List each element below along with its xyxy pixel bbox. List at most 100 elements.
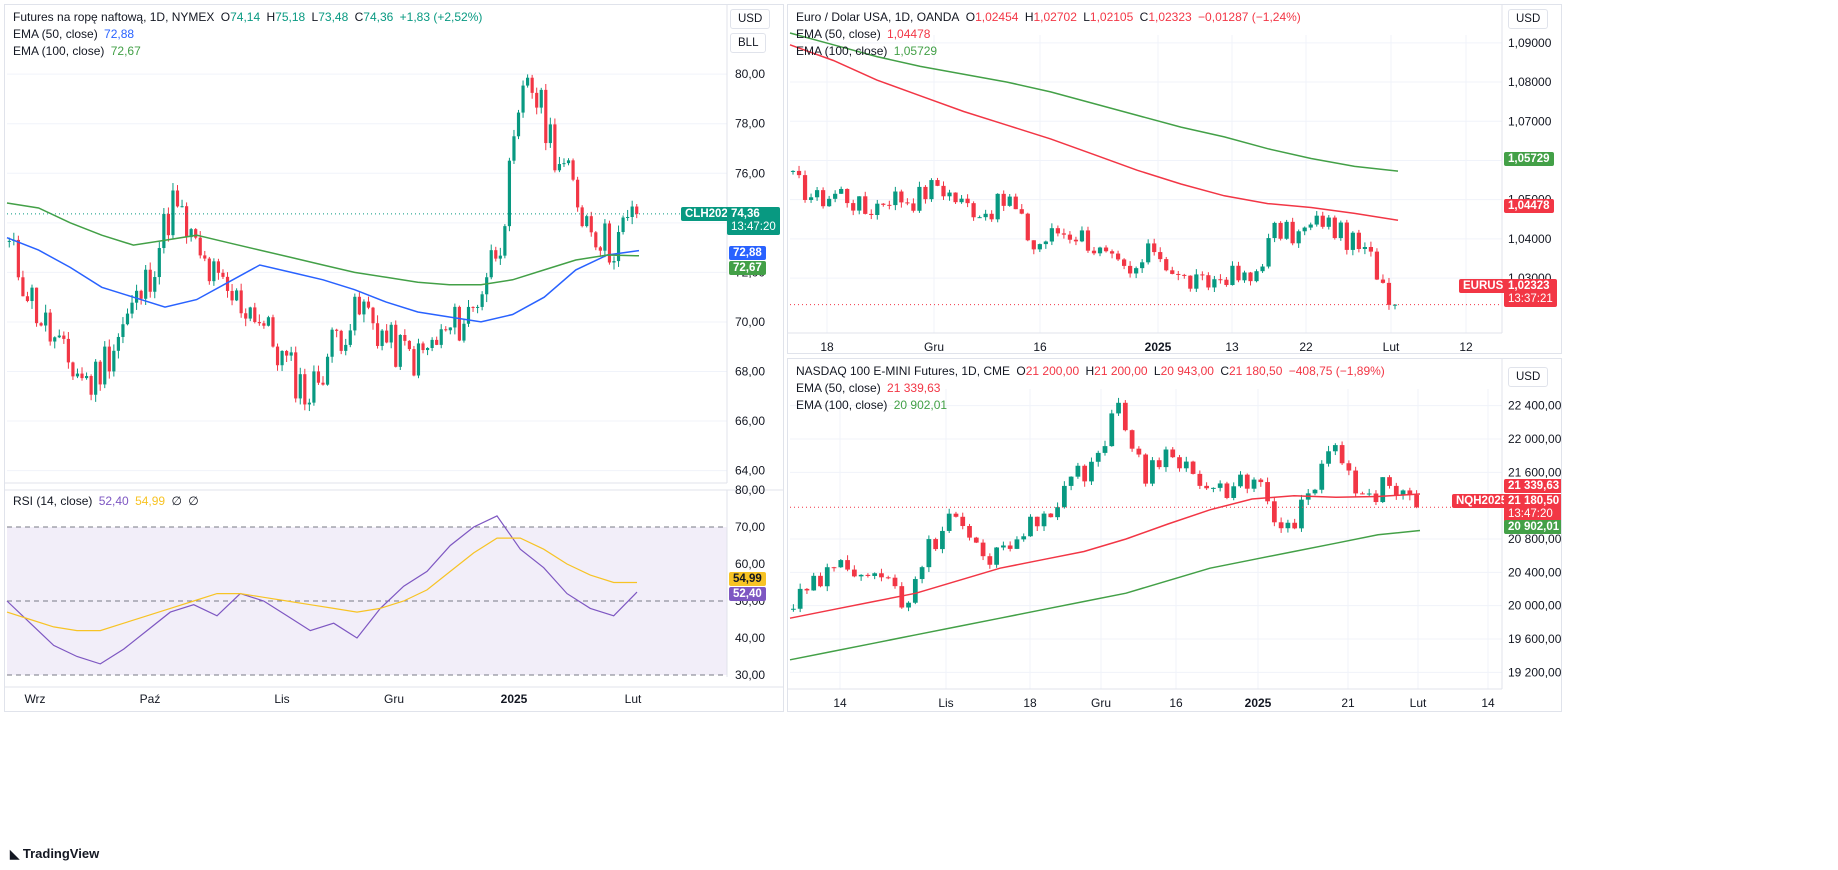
candle <box>207 258 211 282</box>
candle <box>548 124 552 144</box>
nasdaq-low-label: L <box>1153 364 1161 378</box>
eurusd-chart-canvas[interactable]: 1,090001,080001,070001,060001,050001,040… <box>788 5 1561 353</box>
candle <box>262 323 266 326</box>
eurusd-ema100-tag: 1,05729 <box>1504 152 1554 166</box>
oil-ema100-value: 72,67 <box>110 44 141 58</box>
candle <box>1116 402 1121 414</box>
candle <box>557 164 562 171</box>
eurusd-title: Euro / Dolar USA, 1D, OANDA <box>796 10 960 24</box>
y-tick-label: 1,07000 <box>1508 114 1552 128</box>
candle <box>189 229 193 238</box>
candle <box>1206 275 1211 288</box>
oil-chart-panel[interactable]: 80,0078,0076,0074,0072,0070,0068,0066,00… <box>4 4 784 712</box>
candle <box>1156 460 1162 468</box>
oil-countdown: 13:47:20 <box>731 221 776 233</box>
eurusd-legend: Euro / Dolar USA, 1D, OANDA O1,02454 H1,… <box>796 9 1304 60</box>
footer-brand[interactable]: ◣ TradingView <box>10 846 99 861</box>
nasdaq-chart-canvas[interactable]: 22 400,00 22 000,00 21 600,00 20 800,00 20 4… <box>788 359 1561 711</box>
nasdaq-ema100-line <box>789 529 1421 661</box>
candle <box>790 170 796 172</box>
candle <box>1251 479 1257 489</box>
candle <box>796 170 802 176</box>
y-tick-label: 22 400,00 <box>1508 399 1561 413</box>
nasdaq-currency-button[interactable]: USD <box>1508 367 1549 387</box>
oil-low: 73,48 <box>318 10 349 24</box>
candle <box>885 577 891 579</box>
x-tick-label: Lut <box>1383 340 1400 353</box>
oil-chart-canvas[interactable]: 80,0078,0076,0074,0072,0070,0068,0066,00… <box>5 5 783 711</box>
candle <box>1021 536 1027 540</box>
candle <box>1332 445 1338 452</box>
candle <box>1109 413 1115 447</box>
candle <box>439 329 443 345</box>
y-tick-label: 70,00 <box>735 315 765 329</box>
candle <box>612 261 616 263</box>
candle <box>1013 196 1018 210</box>
candle <box>1218 279 1223 281</box>
candle <box>121 324 125 337</box>
candle <box>471 306 475 308</box>
candle <box>1238 474 1243 487</box>
candle <box>1326 451 1331 464</box>
candle <box>339 330 343 351</box>
candle <box>1128 265 1133 274</box>
candle <box>1320 215 1325 227</box>
candle <box>75 373 80 377</box>
oil-rsi-ma-value: 54,99 <box>135 494 166 508</box>
candle <box>1085 230 1091 251</box>
candle <box>1136 448 1142 455</box>
eurusd-currency-button[interactable]: USD <box>1508 9 1549 29</box>
candle <box>1073 239 1079 242</box>
oil-rsi-extra1: ∅ <box>171 494 182 508</box>
candle <box>865 574 871 576</box>
candle <box>1095 452 1101 462</box>
rsi-ma-line <box>6 537 637 632</box>
y-tick-label: 19 600,00 <box>1508 632 1561 646</box>
nasdaq-chart-panel[interactable]: 22 400,00 22 000,00 21 600,00 20 800,00 20 4… <box>787 358 1562 712</box>
oil-ema100-tag: 72,67 <box>729 261 766 275</box>
nasdaq-open-label: O <box>1016 364 1026 378</box>
candle <box>1121 259 1127 266</box>
candle <box>887 204 892 206</box>
candle <box>171 190 175 236</box>
x-tick-label: 21 <box>1341 696 1355 710</box>
candle <box>462 323 466 341</box>
candle <box>1242 272 1247 281</box>
candle <box>371 307 375 324</box>
eurusd-chart-panel[interactable]: 1,090001,080001,070001,060001,050001,040… <box>787 4 1562 354</box>
candle <box>1285 522 1291 529</box>
candle <box>157 248 161 278</box>
candle <box>1362 246 1367 250</box>
candle <box>366 301 371 308</box>
candle <box>1188 275 1193 289</box>
x-tick-label: 18 <box>820 340 834 353</box>
candle <box>1007 545 1013 549</box>
candle <box>144 269 148 299</box>
tradingview-logo-icon: ◣ <box>10 847 20 861</box>
rsi-tick-label: 80,00 <box>735 483 765 497</box>
nasdaq-low: 20 943,00 <box>1160 364 1214 378</box>
candle <box>869 213 874 215</box>
candle <box>571 160 575 180</box>
candle <box>804 588 810 591</box>
rsi-tick-label: 60,00 <box>735 557 765 571</box>
oil-price-value: 74,36 <box>731 208 760 220</box>
rsi-tick-label: 30,00 <box>735 668 765 682</box>
candle <box>1061 485 1067 508</box>
candle <box>34 287 39 324</box>
candle <box>933 539 939 550</box>
candle <box>911 203 916 211</box>
candle <box>1312 489 1318 494</box>
rsi-line <box>6 515 638 665</box>
candle <box>175 190 180 207</box>
candle <box>1224 279 1229 286</box>
oil-price-tag: 74,36 13:47:20 <box>727 207 780 235</box>
candle <box>1001 193 1006 206</box>
oil-currency-button[interactable]: USD <box>730 9 771 29</box>
candle <box>893 191 898 206</box>
oil-unit-button[interactable]: BLL <box>730 33 767 53</box>
candle <box>544 89 548 144</box>
candle <box>280 350 284 366</box>
candle <box>375 323 380 346</box>
candle <box>194 229 198 238</box>
